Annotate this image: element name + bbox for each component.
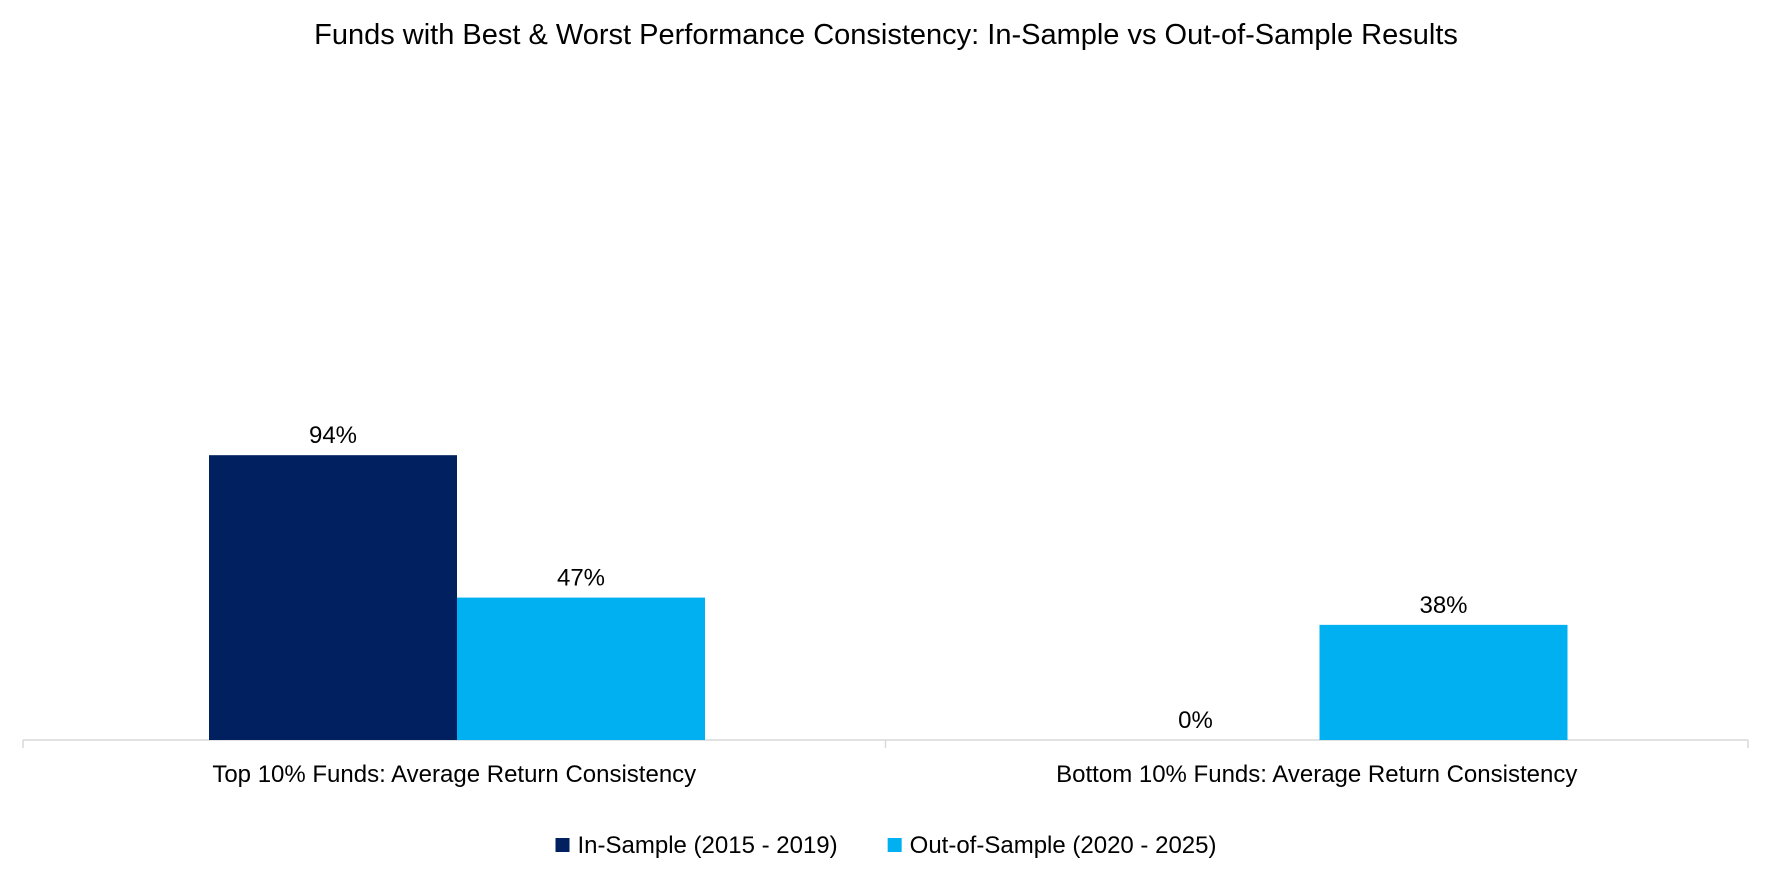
legend-swatch-1 [555,838,570,852]
chart-title: Funds with Best & Worst Performance Cons… [314,19,1458,51]
legend: In-Sample (2015 - 2019) Out-of-Sample (20… [555,832,1217,859]
bar-series-2-category-1 [457,597,705,740]
category-label: Top 10% Funds: Average Return Consistenc… [212,761,696,788]
legend-swatch-2 [887,838,902,852]
plot-area: 94% 47% Top 10% Funds: Average Return Cons… [22,422,1749,788]
data-label: 47% [557,565,605,592]
bar-series-1-category-1 [209,455,457,740]
category-label: Bottom 10% Funds: Average Return Consist… [1056,761,1577,788]
bar-series-2-category-2 [1319,624,1568,740]
legend-label-2: Out-of-Sample (2020 - 2025) [910,832,1217,859]
data-label: 94% [309,422,357,449]
legend-label-1: In-Sample (2015 - 2019) [578,832,838,859]
data-label: 0% [1178,707,1213,734]
data-label: 38% [1419,592,1467,619]
